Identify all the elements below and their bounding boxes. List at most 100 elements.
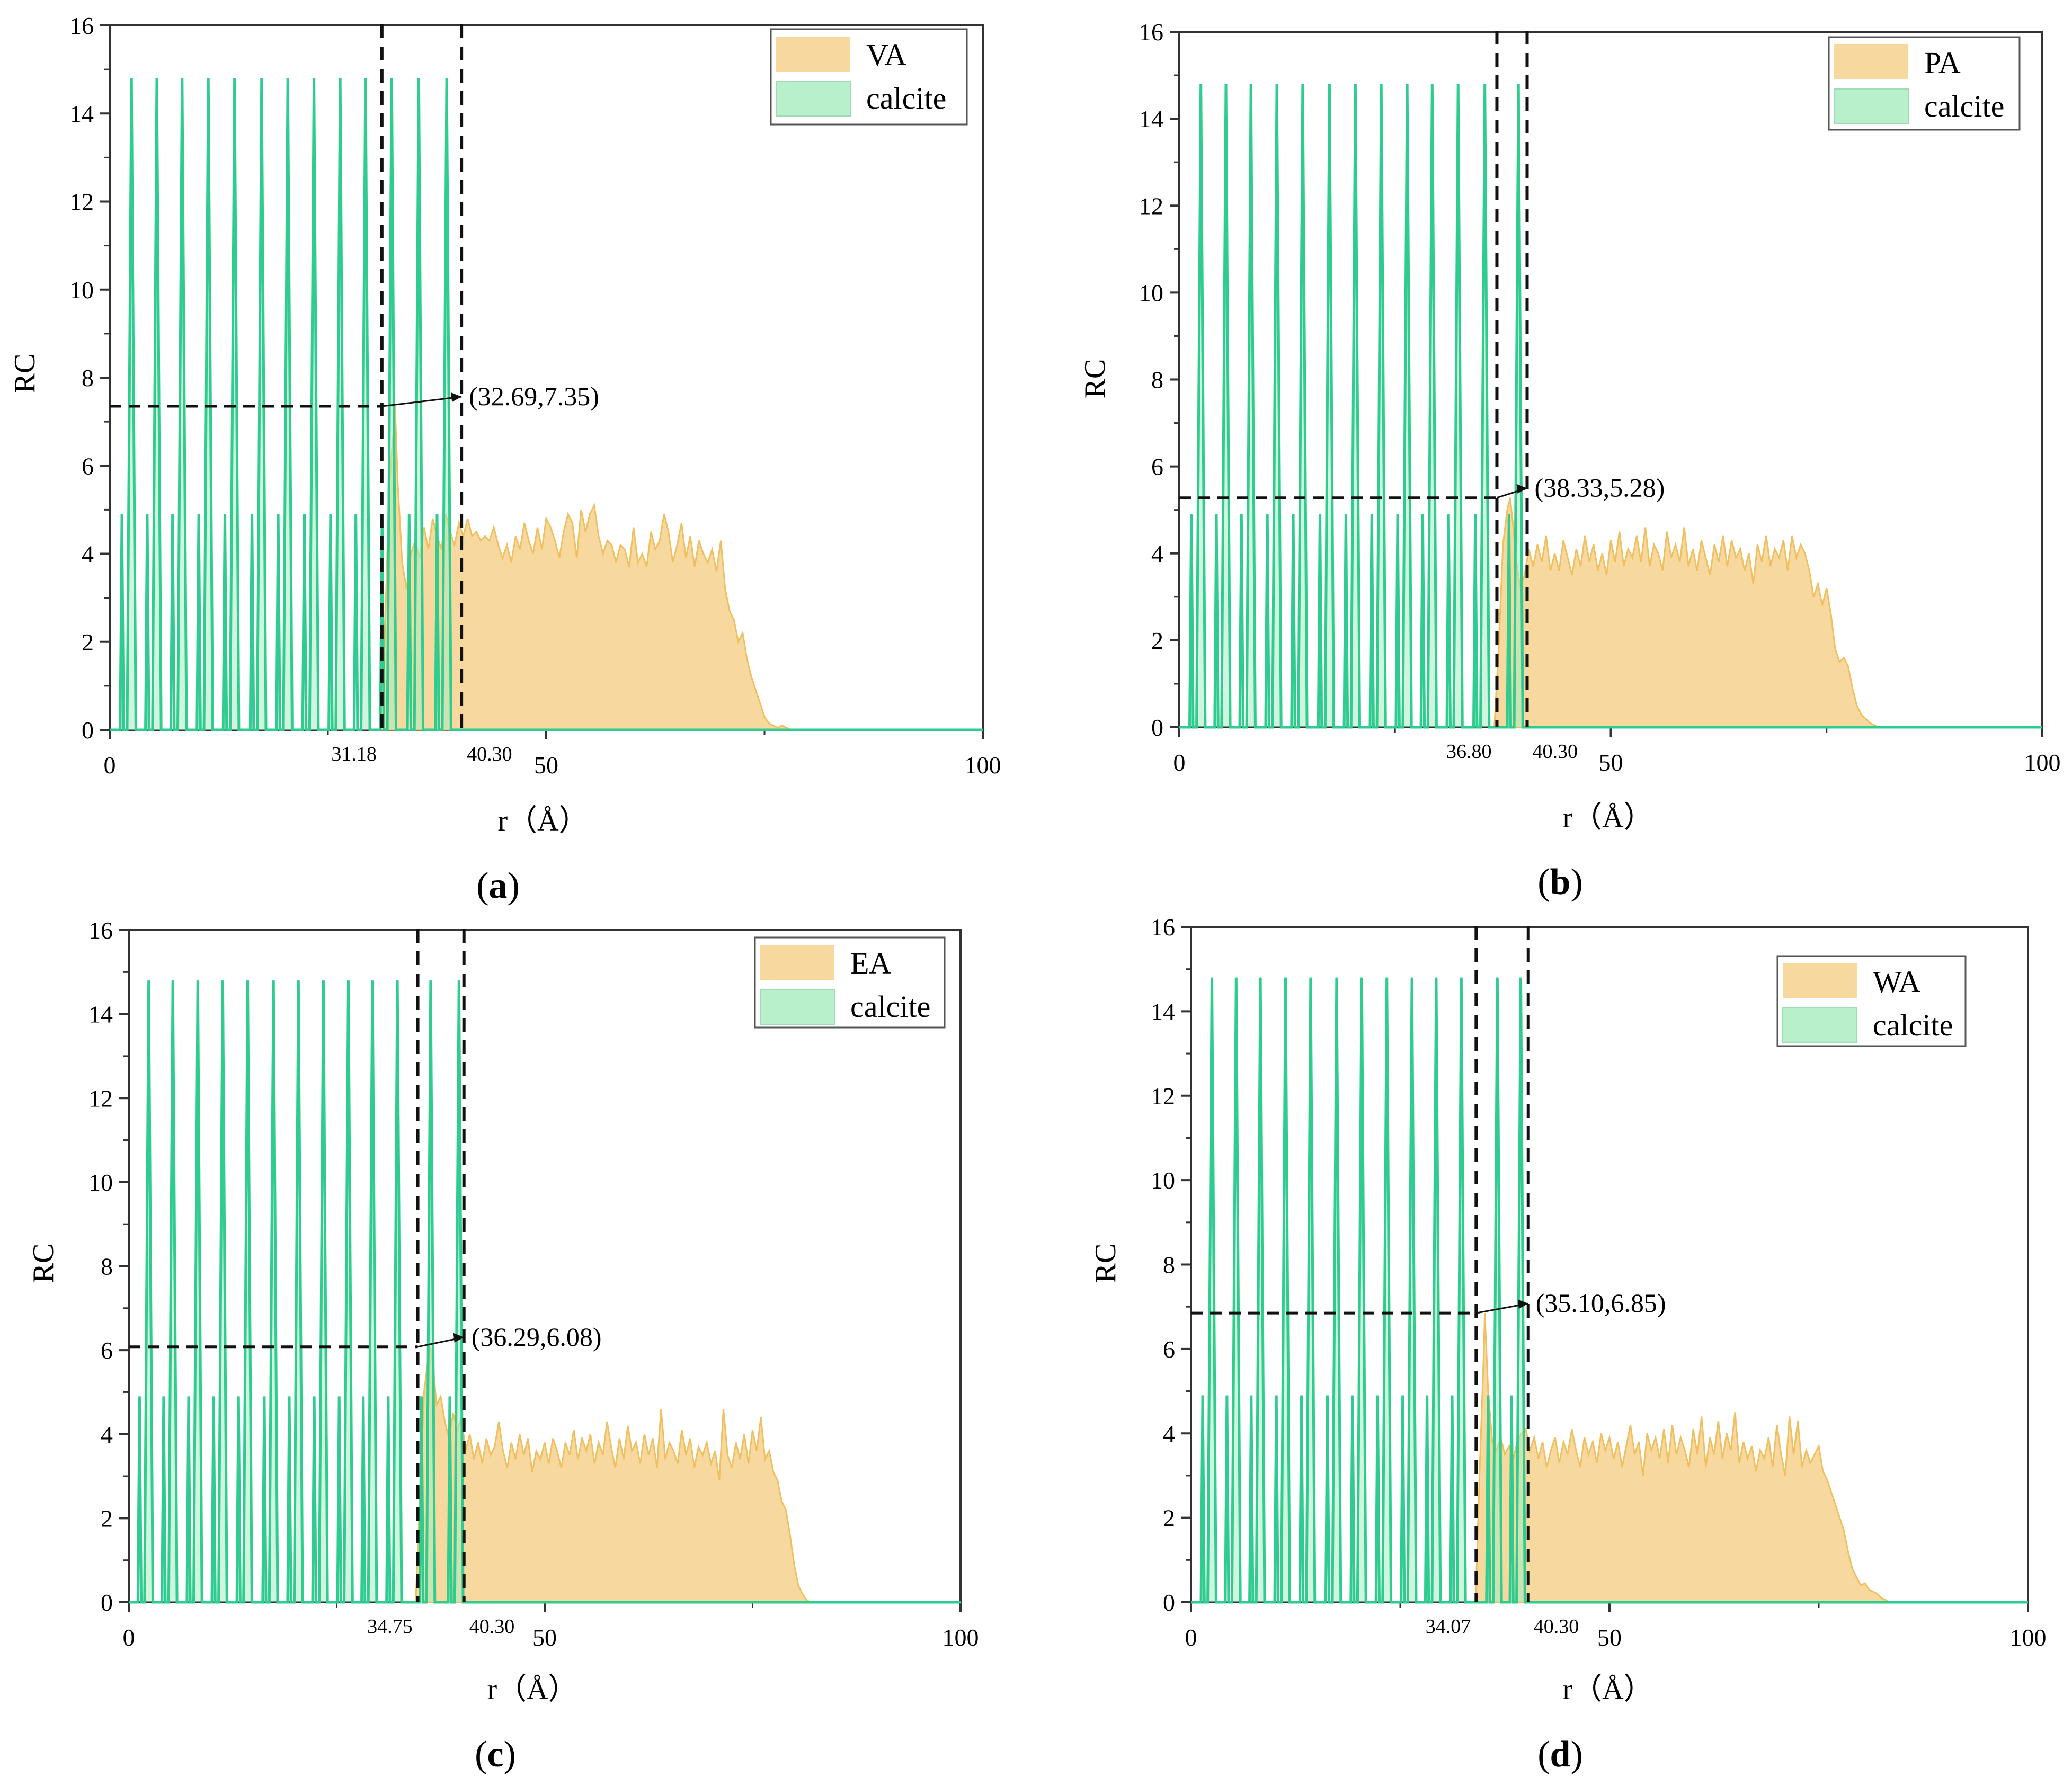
series-VA-area [379,406,983,731]
y-tick-label: 14 [69,100,94,127]
y-tick-label: 6 [101,1337,113,1364]
y-tick-label: 2 [1151,627,1163,654]
vline-label: 34.07 [1426,1615,1471,1638]
y-tick-label: 16 [69,12,94,39]
caption-letter: b [1550,862,1571,903]
x-tick-label: 50 [1599,749,1623,776]
chart-panel-a: 0 2 4 6 8 10 12 14 16 0 50 100 31.18 40.30 (32.69,7.35… [8,12,1001,906]
y-tick-label: 16 [1151,914,1175,941]
annotation-arrowhead [453,1333,464,1343]
y-tick-label: 12 [1139,192,1163,219]
x-tick-label: 50 [532,1624,557,1651]
caption-open: ( [475,1734,487,1775]
vline-label: 36.80 [1446,740,1492,763]
y-tick-label: 10 [1151,1167,1175,1194]
x-tick-label: 0 [104,752,116,779]
caption-open: ( [476,865,488,906]
y-tick-label: 6 [1151,453,1163,480]
y-tick-label: 10 [1139,279,1163,306]
y-tick-label: 8 [1163,1252,1175,1279]
y-tick-label: 14 [1151,998,1175,1025]
series-calcite-line [129,980,961,1604]
x-tick-label: 0 [1173,749,1186,776]
chart-panel-b: 0 2 4 6 8 10 12 14 16 0 50 100 36.80 40.30 (38.33,5.28… [1079,19,2061,903]
y-tick-label: 10 [69,276,94,303]
caption-letter: c [487,1734,503,1775]
y-tick-label: 16 [88,917,113,944]
caption-letter: d [1550,1734,1571,1775]
annotation-label: (38.33,5.28) [1534,473,1665,503]
panel-caption: (d) [1537,1734,1583,1775]
legend-label-adsorbate: VA [866,38,906,72]
x-tick-label: 100 [942,1624,979,1651]
y-tick-label: 12 [1151,1083,1175,1110]
caption-open: ( [1537,862,1550,903]
legend-swatch-calcite [1782,1007,1857,1043]
y-axis-title: RC [8,354,41,394]
chart-panel-c: 0 2 4 6 8 10 12 14 16 0 50 100 34.75 40.30 (36.29,6.08… [27,917,979,1775]
y-tick-label: 2 [1163,1505,1175,1532]
y-tick-label: 0 [1151,714,1163,741]
annotation-arrowhead [1517,1299,1528,1309]
caption-close: ) [508,865,520,906]
legend-label-adsorbate: WA [1873,965,1920,999]
x-tick-label: 100 [2024,749,2061,776]
caption-close: ) [1570,1734,1582,1775]
caption-close: ) [1570,862,1582,903]
x-axis-title: r（Å） [487,1673,577,1706]
y-axis-title: RC [1089,1244,1122,1283]
x-axis-title: r（Å） [1562,1673,1653,1706]
y-tick-label: 4 [1151,540,1163,567]
annotation-arrowhead [1516,484,1527,494]
y-tick-label: 0 [1163,1589,1175,1616]
panel-caption: (a) [476,865,520,906]
x-axis-title: r（Å） [497,805,588,837]
series-calcite-line [1191,977,2028,1604]
panel-caption: (c) [475,1734,516,1775]
vline-label: 34.75 [367,1615,413,1638]
y-tick-label: 16 [1139,19,1163,46]
y-tick-label: 0 [101,1589,113,1616]
legend-label-adsorbate: EA [850,946,891,980]
y-tick-label: 12 [88,1085,113,1112]
vline-label: 40.30 [1534,1615,1579,1638]
x-tick-label: 50 [534,752,558,779]
legend-swatch-EA [760,945,834,980]
y-tick-label: 0 [82,717,94,744]
caption-open: ( [1537,1734,1550,1775]
panel-caption: (b) [1537,862,1583,903]
x-tick-label: 100 [965,752,1001,779]
series-calcite-line [110,78,983,731]
y-tick-label: 14 [88,1001,113,1028]
y-tick-label: 4 [82,541,94,568]
legend-label-adsorbate: PA [1924,46,1961,80]
legend-swatch-WA [1783,963,1857,998]
legend-label-calcite: calcite [866,81,946,115]
series-PA-area [1493,497,2042,728]
annotation-label: (35.10,6.85) [1536,1288,1666,1318]
vline-label: 40.30 [467,743,512,765]
y-axis-title: RC [1079,359,1111,399]
legend-label-calcite: calcite [850,989,930,1024]
y-tick-label: 2 [101,1505,113,1532]
y-tick-label: 8 [82,364,94,391]
vline-label: 31.18 [331,743,377,765]
series-calcite-line [1179,84,2042,729]
x-axis-title: r（Å） [1562,801,1653,834]
x-tick-label: 0 [123,1624,135,1651]
caption-close: ) [504,1734,516,1775]
chart-panel-d: 0 2 4 6 8 10 12 14 16 0 50 100 34.07 40.30 (35.10,6.85… [1089,914,2047,1775]
y-axis-title: RC [27,1244,60,1283]
legend-swatch-calcite [1834,88,1909,124]
x-tick-label: 0 [1185,1624,1197,1651]
y-tick-label: 6 [82,452,94,479]
vline-label: 40.30 [469,1615,515,1638]
series-WA-area [1474,1313,2028,1603]
legend-label-calcite: calcite [1873,1008,1953,1042]
y-tick-label: 2 [82,629,94,656]
x-tick-label: 50 [1597,1624,1622,1651]
vline-label: 40.30 [1532,740,1578,763]
y-tick-label: 4 [1163,1420,1175,1447]
legend-swatch-VA [776,37,850,72]
